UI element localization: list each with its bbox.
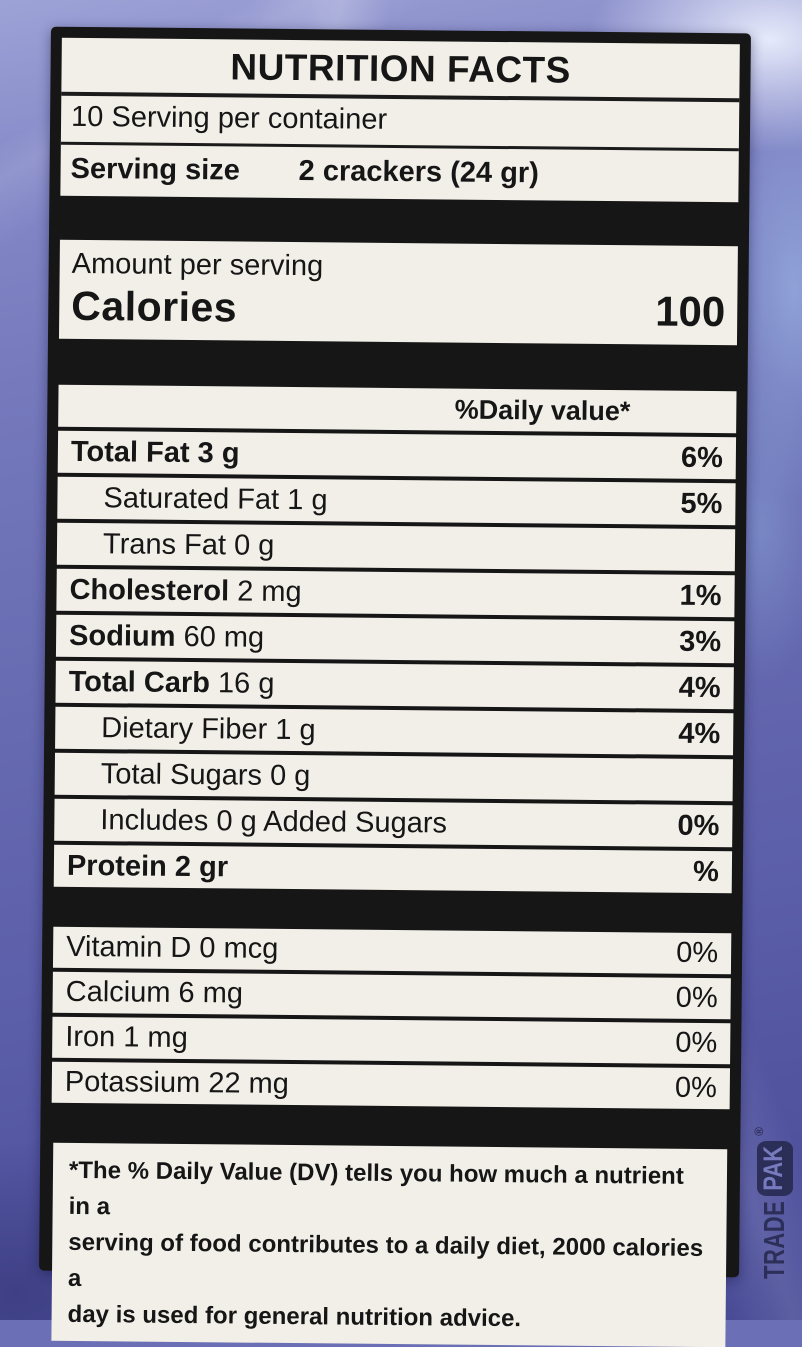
- micronutrient-name: Calcium 6 mg: [65, 975, 244, 1010]
- micronutrient-daily-value: 0%: [674, 1071, 717, 1105]
- nutrient-name: Protein 2 gr: [66, 849, 229, 883]
- micronutrient-name: Iron 1 mg: [65, 1020, 188, 1055]
- nutrient-daily-value: 3%: [679, 625, 722, 658]
- serving-size-value: 2 crackers (24 gr): [298, 155, 539, 190]
- nutrient-table: %Daily value* Total Fat 3 g 6% Saturated…: [53, 384, 737, 894]
- nutrient-daily-value: 6%: [680, 441, 724, 474]
- label-title: NUTRITION FACTS: [61, 37, 740, 103]
- nutrient-name: Cholesterol 2 mg: [69, 573, 302, 608]
- footnote-line: day is used for general nutrition advice…: [67, 1300, 522, 1333]
- serving-size-row: Serving size 2 crackers (24 gr): [60, 145, 738, 203]
- nutrient-name: Saturated Fat 1 g: [103, 481, 328, 516]
- nutrient-daily-value: 0%: [677, 809, 720, 842]
- calories-label: Calories: [71, 282, 238, 331]
- nutrient-name: Total Fat 3 g: [70, 435, 240, 469]
- nutrition-label: NUTRITION FACTS 10 Serving per container…: [39, 26, 751, 1347]
- calories-section: Amount per serving Calories 100: [58, 239, 738, 346]
- divider-bar: [53, 887, 731, 934]
- nutrient-daily-value: 4%: [678, 671, 721, 704]
- nutrient-daily-value: %: [692, 855, 720, 888]
- micronutrient-row: Potassium 22 mg 0%: [51, 1061, 731, 1110]
- micronutrient-daily-value: 0%: [675, 981, 718, 1015]
- calories-value: 100: [654, 287, 726, 336]
- nutrient-row: Saturated Fat 1 g 5%: [57, 476, 736, 526]
- nutrient-row: Total Carb 16 g 4%: [55, 660, 734, 710]
- nutrient-row: Total Sugars 0 g: [54, 752, 733, 802]
- nutrient-row: Dietary Fiber 1 g 4%: [55, 706, 734, 756]
- nutrient-name: Includes 0 g Added Sugars: [100, 803, 448, 840]
- footnote-line: *The % Daily Value (DV) tells you how mu…: [68, 1156, 684, 1221]
- tradepak-stamp: TRADE PAK ®: [750, 1126, 800, 1280]
- nutrient-row: Trans Fat 0 g: [56, 522, 736, 572]
- micronutrient-row: Vitamin D 0 mcg 0%: [52, 926, 732, 975]
- nutrient-row: Sodium 60 mg 3%: [55, 614, 735, 664]
- registered-trademark-icon: ®: [752, 1127, 766, 1136]
- nutrient-name: Total Carb 16 g: [68, 665, 275, 700]
- micronutrient-name: Vitamin D 0 mcg: [66, 930, 279, 965]
- nutrient-row: Protein 2 gr %: [53, 844, 733, 894]
- serving-size-label: Serving size: [70, 152, 241, 187]
- divider-bar: [60, 196, 738, 247]
- nutrient-row: Cholesterol 2 mg 1%: [56, 568, 735, 618]
- stamp-trade-text: TRADE: [758, 1200, 791, 1279]
- stamp-pak-badge: PAK: [757, 1140, 793, 1196]
- nutrient-row: Total Fat 3 g 6%: [57, 430, 737, 480]
- footnote: *The % Daily Value (DV) tells you how mu…: [51, 1142, 728, 1347]
- micronutrient-name: Potassium 22 mg: [64, 1065, 290, 1101]
- footnote-line: serving of food contributes to a daily d…: [67, 1228, 704, 1293]
- amount-per-serving-label: Amount per serving: [71, 247, 324, 283]
- divider-bar: [59, 339, 737, 392]
- micronutrient-table: Vitamin D 0 mcg 0% Calcium 6 mg 0% Iron …: [51, 926, 732, 1110]
- nutrient-row: Includes 0 g Added Sugars 0%: [54, 798, 733, 848]
- servings-per-container: 10 Serving per container: [60, 95, 740, 152]
- micronutrient-row: Iron 1 mg 0%: [52, 1016, 731, 1065]
- micronutrient-daily-value: 0%: [675, 1026, 718, 1060]
- nutrient-name: Sodium 60 mg: [68, 619, 265, 654]
- nutrient-daily-value: 4%: [678, 717, 721, 750]
- nutrient-name: Total Sugars 0 g: [100, 757, 311, 792]
- nutrient-name: Dietary Fiber 1 g: [101, 711, 316, 746]
- label-header-section: NUTRITION FACTS 10 Serving per container…: [60, 37, 740, 203]
- nutrient-daily-value: 5%: [680, 487, 723, 520]
- micronutrient-row: Calcium 6 mg 0%: [52, 971, 731, 1020]
- nutrient-name: Trans Fat 0 g: [102, 527, 275, 562]
- micronutrient-daily-value: 0%: [676, 936, 719, 970]
- divider-bar: [51, 1103, 729, 1150]
- daily-value-header: %Daily value*: [58, 384, 737, 434]
- nutrient-daily-value: 1%: [679, 579, 722, 612]
